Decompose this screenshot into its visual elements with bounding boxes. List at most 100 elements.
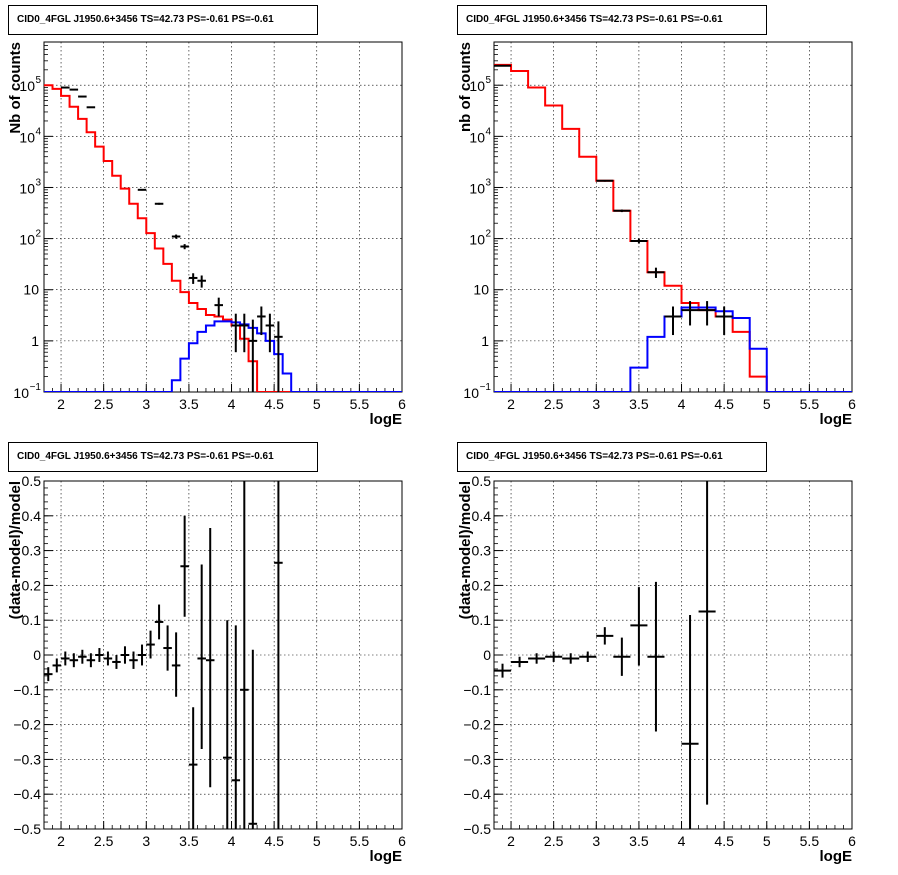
y-tick-label: 10	[23, 282, 39, 298]
y-tick-label: 0	[483, 647, 491, 663]
x-tick-label: 6	[398, 396, 406, 412]
panel-3: 2 2.5 3 3.5 4 4.5 5 5.5 6 −0.5 −0.4 −0.3 −0.2 −0.1 0 0.…	[7, 473, 406, 865]
panel-4: 2 2.5 3 3.5 4 4.5 5 5.5 6 −0.5 −0.4 −0.3 −0.2 −0.1 0 0.…	[457, 473, 856, 865]
y-tick-label: 1	[31, 333, 39, 349]
data-point	[78, 649, 87, 664]
data-point	[698, 301, 716, 326]
x-tick-label: 2	[507, 833, 515, 849]
x-tick-label: 4.5	[714, 833, 734, 849]
data-point	[613, 637, 631, 676]
y-tick-label: 0.5	[22, 473, 42, 489]
plot-area	[494, 63, 852, 392]
y-tick-exponent: −1	[30, 382, 42, 393]
x-tick-label: 5	[763, 396, 771, 412]
x-axis-title: logE	[370, 848, 403, 865]
series-total-model	[494, 63, 852, 392]
data-point	[579, 651, 597, 662]
y-tick-label: 0.4	[472, 508, 492, 524]
y-tick-label: 10	[19, 232, 35, 248]
y-tick-label: 0.4	[22, 508, 42, 524]
data-point	[562, 653, 580, 664]
panel-1: 2 2.5 3 3.5 4 4.5 5 5.5 6−110110210310410510logE…	[7, 41, 406, 428]
data-point	[681, 614, 699, 829]
y-tick-exponent: 5	[485, 75, 491, 86]
x-tick-label: 2.5	[544, 396, 564, 412]
data-point	[52, 658, 62, 673]
y-tick-label: 10	[469, 180, 485, 196]
y-tick-label: −0.5	[13, 821, 41, 837]
data-point	[137, 188, 147, 191]
x-axis-title: logE	[820, 848, 853, 865]
data-point	[78, 95, 87, 98]
y-tick-label: −0.3	[463, 751, 491, 767]
panel-title-3: CID0_4FGL J1950.6+3456 TS=42.73 PS=-0.61…	[8, 442, 318, 472]
data-point	[146, 630, 155, 659]
y-tick-label: 10	[469, 232, 485, 248]
y-axis-title: (data-model)/model	[457, 481, 474, 619]
data-point	[69, 653, 79, 668]
data-point	[511, 656, 529, 668]
data-point	[86, 106, 96, 109]
data-point	[231, 625, 241, 829]
x-tick-label: 2.5	[544, 833, 564, 849]
data-point	[188, 707, 198, 829]
plot-area	[44, 481, 283, 829]
y-tick-label: 0.2	[22, 577, 42, 593]
data-point	[61, 651, 70, 666]
x-axis-title: logE	[820, 411, 853, 428]
y-tick-exponent: 2	[485, 229, 491, 240]
x-tick-label: 5.5	[800, 833, 820, 849]
y-tick-exponent: 3	[35, 177, 41, 188]
y-tick-label: −0.5	[463, 821, 491, 837]
panel-title-1: CID0_4FGL J1950.6+3456 TS=42.73 PS=-0.61…	[8, 5, 318, 35]
y-tick-label: 0.1	[472, 612, 492, 628]
y-tick-label: 10	[473, 282, 489, 298]
data-point	[231, 313, 241, 353]
data-point	[95, 648, 104, 662]
x-tick-label: 4	[678, 833, 686, 849]
x-tick-label: 6	[848, 396, 856, 412]
data-point	[154, 202, 164, 205]
x-tick-label: 3	[142, 833, 150, 849]
data-point	[647, 581, 665, 732]
data-point	[223, 620, 232, 829]
y-tick-exponent: 5	[35, 75, 41, 86]
y-tick-label: 10	[469, 78, 485, 94]
data-point	[528, 653, 546, 664]
data-point	[240, 313, 249, 353]
data-point	[180, 515, 189, 617]
data-point	[664, 306, 682, 336]
y-axis-title: (data-model)/model	[7, 481, 24, 619]
y-tick-exponent: 3	[485, 177, 491, 188]
x-tick-label: 4.5	[264, 396, 284, 412]
data-point	[197, 564, 206, 749]
y-tick-label: −0.3	[13, 751, 41, 767]
y-tick-label: 10	[463, 385, 479, 401]
plot-frame	[493, 41, 853, 393]
y-tick-label: 10	[19, 78, 35, 94]
y-axis-title: Nb of counts	[7, 42, 24, 134]
y-tick-label: 0.3	[472, 543, 492, 559]
y-tick-label: 0.5	[472, 473, 492, 489]
data-point	[257, 306, 266, 336]
data-point	[698, 481, 716, 805]
x-tick-label: 2	[57, 833, 65, 849]
x-tick-label: 5.5	[350, 396, 370, 412]
x-tick-label: 6	[848, 833, 856, 849]
series-source-model	[44, 320, 402, 392]
x-tick-label: 5.5	[800, 396, 820, 412]
data-point	[681, 301, 699, 326]
data-point	[171, 234, 181, 239]
series-source-model	[494, 306, 852, 392]
data-point	[129, 651, 138, 669]
y-tick-label: −0.4	[13, 786, 41, 802]
data-point	[494, 663, 512, 678]
data-point	[596, 179, 614, 182]
x-axis-title: logE	[370, 411, 403, 428]
data-point	[69, 88, 79, 91]
y-tick-exponent: 4	[485, 126, 491, 137]
plot-area	[494, 481, 716, 829]
x-tick-label: 3	[592, 833, 600, 849]
x-tick-label: 3.5	[629, 833, 649, 849]
